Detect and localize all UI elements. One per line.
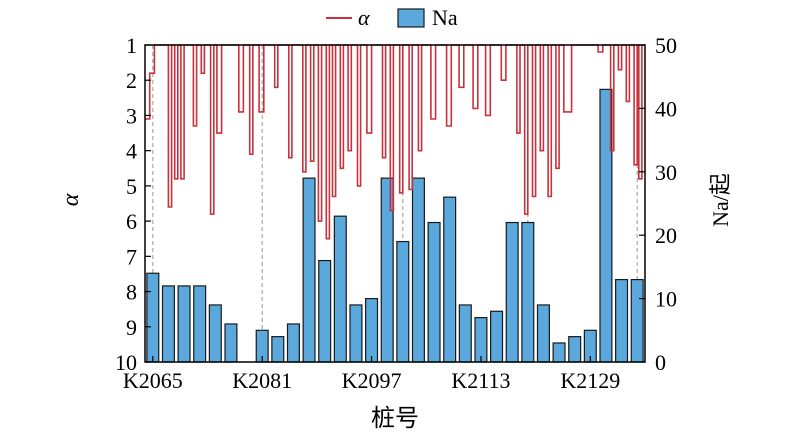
legend-na-label: Na [432,5,458,30]
x-tick-label: K2113 [451,368,510,393]
right-tick-label: 10 [655,287,677,312]
bar [536,304,550,363]
y-axis-label-right: Na/起 [708,173,733,227]
left-tick-label: 2 [126,68,137,93]
left-tick-label: 7 [126,244,137,269]
bar [458,304,472,363]
line-series [145,44,645,240]
bar [365,298,379,363]
bar [193,285,207,363]
x-tick-label: K2065 [123,368,183,393]
bar [411,177,425,363]
left-tick-label: 1 [126,33,137,58]
right-tick-label: 30 [655,160,677,185]
y-axis-label-left: α [58,193,84,206]
left-tick-label: 4 [126,139,137,164]
bar [286,323,300,363]
bar [615,278,629,363]
bar [349,304,363,363]
bar [318,259,332,363]
x-tick-label: K2081 [232,368,292,393]
axes: 1 2 3 4 5 6 7 8 9 10 0 10 20 30 40 50 K2065 K2081 K2097 K21… [115,33,677,393]
x-tick-label: K2129 [560,368,620,393]
left-tick-label: 10 [115,350,137,375]
bar [443,196,457,363]
bar [271,336,285,363]
right-tick-label: 20 [655,223,677,248]
bar [505,221,519,363]
bar-series [146,88,644,363]
bar [630,278,644,363]
right-tick-label: 50 [655,33,677,58]
right-tick-label: 40 [655,96,677,121]
bar [208,304,222,363]
right-tick-label: 0 [655,350,666,375]
x-tick-label: K2097 [342,368,402,393]
bar [380,177,394,363]
bar [568,336,582,363]
bar [146,272,160,363]
legend-bar-swatch [397,8,425,28]
x-axis-label: 桩号 [371,405,419,432]
bar [427,221,441,363]
left-tick-label: 5 [126,174,137,199]
left-tick-label: 3 [126,103,137,128]
left-tick-label: 8 [126,280,137,305]
legend-alpha-label: α [358,5,370,30]
bar [161,285,175,363]
bar [490,310,504,363]
left-tick-label: 9 [126,315,137,340]
bar [474,317,488,363]
plot-frame [144,44,646,363]
bar [521,221,535,363]
bar [224,323,238,363]
left-tick-label: 6 [126,209,137,234]
bar [396,240,410,363]
bar [302,177,316,363]
legend: α Na [326,5,458,30]
bar [177,285,191,363]
bar [333,215,347,363]
alpha-line [145,44,645,240]
bar [552,342,566,363]
